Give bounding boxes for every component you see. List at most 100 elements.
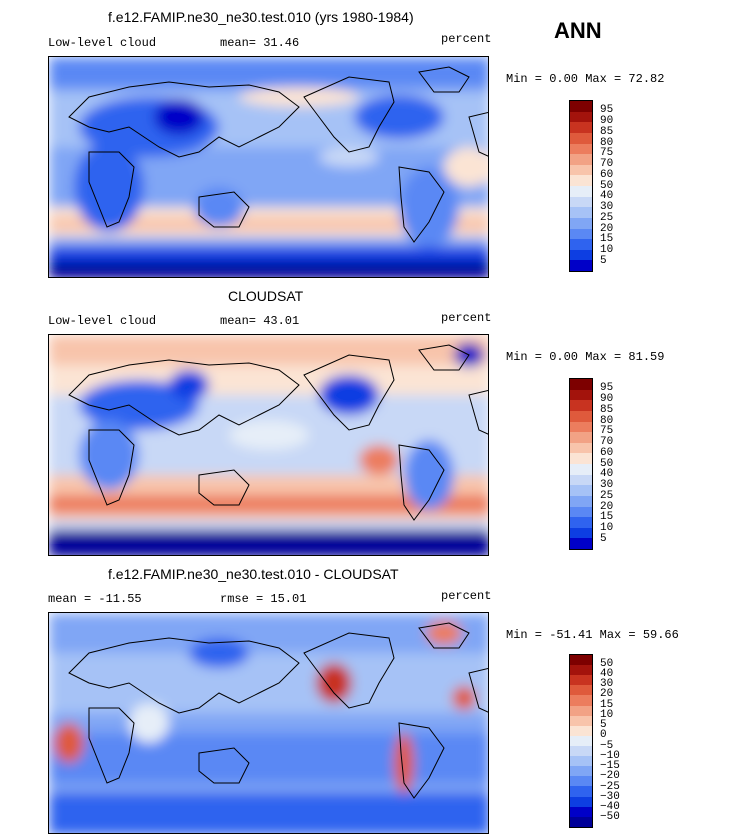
colorbar-tick-label: 25 — [600, 211, 614, 224]
panel-1-colorbar — [569, 100, 593, 272]
colorbar-tick-label: 5 — [600, 719, 607, 732]
colorbar-tick-label: 60 — [600, 446, 614, 459]
colorbar-tick-label: −30 — [600, 790, 620, 803]
colorbar-swatch — [570, 705, 592, 716]
panel-2-mean-label: mean= 43.01 — [220, 314, 300, 328]
panel-1-minmax: Min = 0.00 Max = 72.82 — [506, 72, 665, 86]
colorbar-swatch — [570, 207, 592, 218]
colorbar-tick-label: 40 — [600, 468, 614, 481]
colorbar-swatch — [570, 442, 592, 454]
colorbar-swatch — [570, 675, 592, 686]
panel-2-map-plot — [49, 335, 488, 555]
panel-1-units-label: percent — [441, 32, 492, 46]
panel-1-variable-label: Low-level cloud — [48, 36, 157, 50]
colorbar-tick-label: 15 — [600, 511, 614, 524]
colorbar-tick-label: −50 — [600, 811, 620, 824]
colorbar-swatch — [570, 538, 592, 549]
colorbar-tick-label: −20 — [600, 770, 620, 783]
panel-1-mean-label: mean= 31.46 — [220, 36, 300, 50]
colorbar-swatch — [570, 228, 592, 240]
colorbar-tick-label: 5 — [600, 532, 607, 545]
colorbar-swatch — [570, 239, 592, 250]
colorbar-swatch — [570, 725, 592, 736]
panel-1-map-plot — [49, 57, 488, 277]
panel-2-minmax: Min = 0.00 Max = 81.59 — [506, 350, 665, 364]
panel-2-colorbar — [569, 378, 593, 550]
colorbar-swatch — [570, 685, 592, 696]
colorbar-swatch — [570, 122, 592, 133]
colorbar-tick-label: 30 — [600, 479, 614, 491]
colorbar-swatch — [570, 665, 592, 676]
colorbar-swatch — [570, 421, 592, 433]
colorbar-swatch — [570, 164, 592, 176]
colorbar-tick-label: −25 — [600, 780, 620, 793]
colorbar-tick-label: −15 — [600, 760, 620, 773]
colorbar-tick-label: 90 — [600, 393, 614, 405]
panel-3-map-plot — [49, 613, 488, 833]
panel-2-units-label: percent — [441, 311, 492, 325]
colorbar-swatch — [570, 715, 592, 726]
colorbar-swatch — [570, 495, 592, 507]
colorbar-swatch — [570, 655, 592, 666]
colorbar-swatch — [570, 379, 592, 390]
colorbar-swatch — [570, 474, 592, 486]
colorbar-swatch — [570, 196, 592, 208]
colorbar-tick-label: 80 — [600, 136, 614, 149]
colorbar-swatch — [570, 453, 592, 464]
colorbar-swatch — [570, 745, 592, 757]
colorbar-swatch — [570, 389, 592, 401]
colorbar-tick-label: 10 — [600, 244, 614, 256]
colorbar-tick-label: 15 — [600, 698, 614, 711]
colorbar-tick-label: 30 — [600, 678, 614, 691]
colorbar-swatch — [570, 786, 592, 797]
colorbar-tick-label: 85 — [600, 125, 614, 138]
colorbar-tick-label: 80 — [600, 414, 614, 427]
colorbar-swatch — [570, 154, 592, 165]
colorbar-tick-label: 0 — [600, 729, 607, 742]
colorbar-swatch — [570, 806, 592, 817]
colorbar-swatch — [570, 143, 592, 155]
colorbar-tick-label: 40 — [600, 667, 614, 680]
colorbar-tick-label: 95 — [600, 382, 614, 395]
colorbar-tick-label: −5 — [600, 739, 614, 752]
panel-3-map — [48, 612, 489, 834]
colorbar-tick-label: 40 — [600, 190, 614, 203]
colorbar-swatch — [570, 776, 592, 787]
colorbar-swatch — [570, 506, 592, 518]
colorbar-swatch — [570, 735, 592, 746]
colorbar-tick-label: 75 — [600, 147, 614, 160]
panel-2-title: CLOUDSAT — [228, 288, 304, 304]
colorbar-swatch — [570, 186, 592, 197]
colorbar-swatch — [570, 695, 592, 706]
panel-3-title: f.e12.FAMIP.ne30_ne30.test.010 - CLOUDSA… — [108, 566, 399, 582]
colorbar-swatch — [570, 517, 592, 528]
colorbar-swatch — [570, 101, 592, 112]
colorbar-tick-label: 10 — [600, 522, 614, 534]
colorbar-tick-label: 50 — [600, 179, 614, 192]
season-label: ANN — [554, 18, 602, 43]
colorbar-tick-label: 5 — [600, 254, 607, 267]
colorbar-swatch — [570, 796, 592, 807]
panel-3-minmax: Min = -51.41 Max = 59.66 — [506, 628, 679, 642]
colorbar-swatch — [570, 260, 592, 271]
colorbar-swatch — [570, 111, 592, 123]
colorbar-swatch — [570, 410, 592, 422]
colorbar-tick-label: 75 — [600, 425, 614, 438]
colorbar-tick-label: 20 — [600, 222, 614, 235]
colorbar-tick-label: 50 — [600, 457, 614, 470]
colorbar-tick-label: 95 — [600, 104, 614, 117]
colorbar-swatch — [570, 464, 592, 475]
panel-2-variable-label: Low-level cloud — [48, 314, 157, 328]
panel-3-rmse-label: rmse = 15.01 — [220, 592, 307, 606]
colorbar-tick-label: 25 — [600, 489, 614, 502]
colorbar-tick-label: 10 — [600, 708, 614, 721]
colorbar-swatch — [570, 217, 592, 229]
colorbar-swatch — [570, 400, 592, 411]
colorbar-swatch — [570, 527, 592, 539]
colorbar-tick-label: 20 — [600, 500, 614, 513]
panel-3-mean-label: mean = -11.55 — [48, 592, 142, 606]
colorbar-tick-label: 85 — [600, 403, 614, 416]
colorbar-tick-label: 20 — [600, 688, 614, 701]
panel-1-title: f.e12.FAMIP.ne30_ne30.test.010 (yrs 1980… — [108, 9, 414, 25]
colorbar-tick-label: −10 — [600, 749, 620, 762]
